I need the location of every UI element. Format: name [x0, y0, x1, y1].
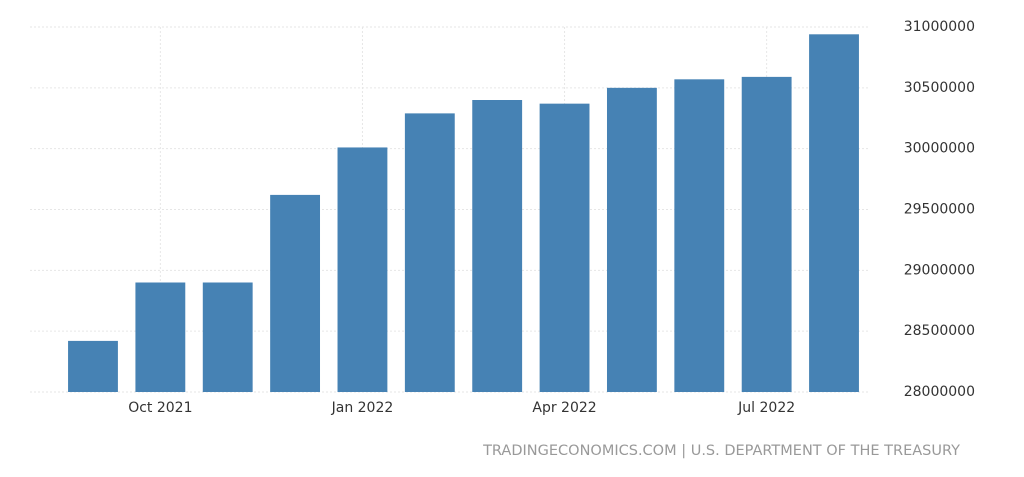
y-tick-label: 31000000 — [904, 19, 975, 35]
x-tick-label: Jan 2022 — [331, 400, 394, 416]
source-note: TRADINGECONOMICS.COM | U.S. DEPARTMENT O… — [482, 443, 960, 459]
x-tick-label: Oct 2021 — [128, 400, 192, 416]
y-tick-label: 30000000 — [904, 141, 975, 157]
y-tick-label: 28000000 — [904, 384, 975, 400]
y-tick-label: 30500000 — [904, 80, 975, 96]
bar — [135, 282, 186, 392]
bar — [202, 282, 253, 392]
y-tick-label: 29000000 — [904, 262, 975, 278]
bar — [741, 76, 792, 392]
bar — [539, 103, 590, 393]
bar — [404, 113, 455, 392]
x-tick-label: Jul 2022 — [737, 400, 795, 416]
bar — [270, 194, 321, 392]
bar — [472, 100, 523, 392]
bar — [674, 79, 725, 393]
bar — [606, 87, 657, 392]
bar — [337, 147, 388, 392]
y-tick-label: 29500000 — [904, 202, 975, 218]
y-tick-label: 28500000 — [904, 323, 975, 339]
x-tick-label: Apr 2022 — [532, 400, 596, 416]
bar — [809, 34, 859, 393]
bar — [68, 340, 118, 392]
